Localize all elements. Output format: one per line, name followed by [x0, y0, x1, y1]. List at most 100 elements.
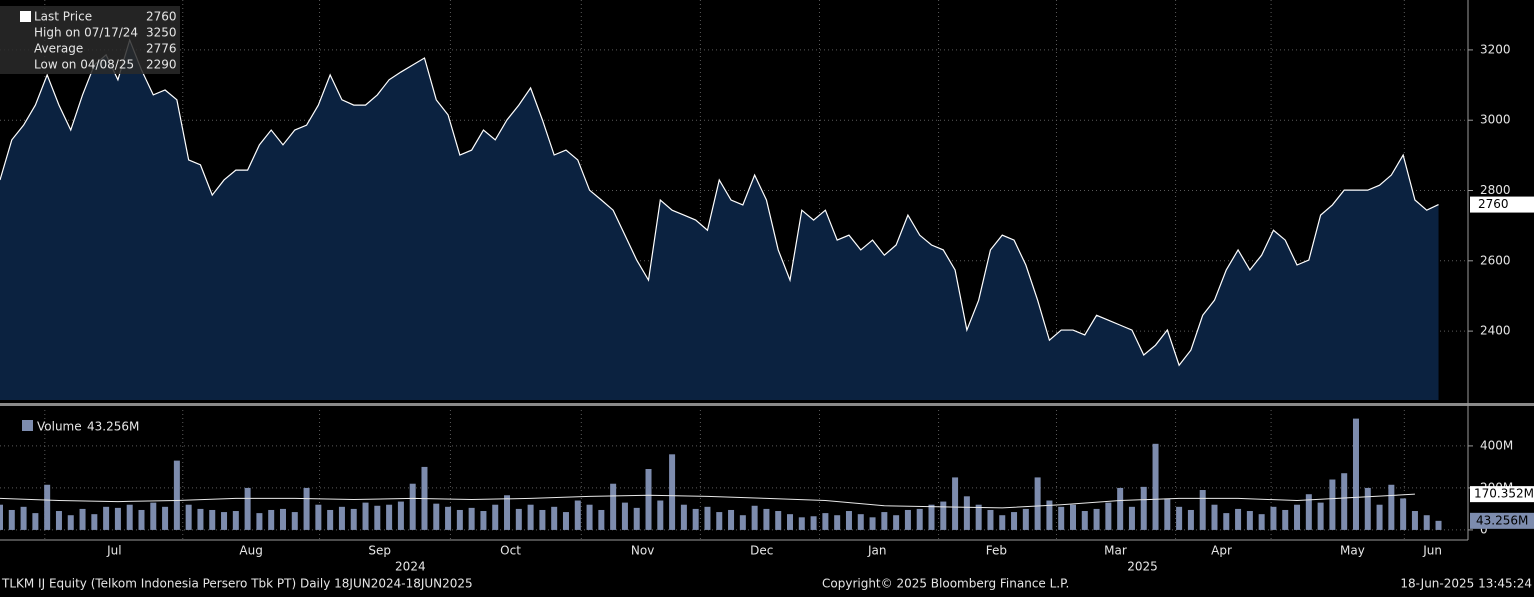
volume-bar — [1152, 443, 1159, 530]
x-tick-label: Sep — [368, 544, 391, 558]
volume-bar — [44, 484, 51, 530]
x-tick-label: Nov — [631, 544, 654, 558]
volume-bar — [515, 508, 522, 530]
volume-bar — [79, 508, 86, 530]
volume-bar — [610, 483, 617, 530]
volume-bar — [504, 495, 511, 530]
volume-bar — [173, 460, 180, 530]
volume-bar — [397, 501, 404, 530]
volume-bar — [633, 507, 640, 530]
volume-bar — [1081, 511, 1088, 530]
volume-bar — [185, 504, 192, 530]
volume-tag-box — [1470, 512, 1534, 529]
volume-bar — [1423, 515, 1430, 530]
volume-bar — [845, 511, 852, 530]
average-tag: 170.352M — [1474, 487, 1534, 501]
legend-label: Low on 04/08/25 — [34, 58, 134, 72]
volume-bar — [1046, 500, 1053, 530]
volume-bar — [150, 502, 157, 530]
y-tick-label: 2400 — [1480, 324, 1511, 338]
volume-bar — [562, 512, 569, 530]
y-tick-label: 400M — [1480, 438, 1513, 452]
volume-bar — [162, 506, 169, 530]
volume-bar — [669, 454, 676, 530]
volume-bar — [1317, 502, 1324, 530]
average-tag-box — [1470, 486, 1534, 503]
volume-bar — [1388, 484, 1395, 530]
volume-bar — [1187, 509, 1194, 530]
volume-bar — [232, 511, 239, 530]
volume-bar — [810, 516, 817, 530]
volume-bar — [1270, 506, 1277, 530]
volume-bar — [55, 511, 62, 530]
volume-bar — [551, 506, 558, 530]
volume-bar — [716, 512, 723, 530]
volume-bar — [763, 508, 770, 530]
volume-bar — [787, 514, 794, 530]
legend-label: High on 07/17/24 — [34, 26, 138, 40]
volume-bar — [103, 506, 110, 530]
volume-bar — [527, 504, 534, 530]
x-tick-label: Dec — [750, 544, 773, 558]
volume-bar — [456, 509, 463, 530]
volume-bar — [468, 507, 475, 530]
volume-bar — [32, 513, 39, 530]
volume-bar — [539, 509, 546, 530]
x-tick-label: Mar — [1104, 544, 1127, 558]
volume-bar — [574, 500, 581, 530]
volume-bar — [904, 509, 911, 530]
x-tick-label: Jun — [1422, 544, 1442, 558]
volume-bar — [1341, 473, 1348, 530]
volume-bar — [445, 506, 452, 530]
legend-swatch — [20, 11, 31, 22]
volume-bar — [893, 515, 900, 530]
volume-tag: 43.256M — [1476, 513, 1528, 527]
volume-bar — [1022, 508, 1029, 530]
volume-bar — [1199, 490, 1206, 530]
volume-bar — [1411, 511, 1418, 530]
volume-bar — [433, 503, 440, 530]
price-tag: 2760 — [1478, 197, 1509, 211]
volume-bar — [409, 483, 416, 530]
volume-bar — [338, 506, 345, 530]
volume-bar — [728, 509, 735, 530]
volume-bar — [1176, 506, 1183, 530]
legend-value: 43.256M — [87, 420, 139, 434]
volume-bar — [940, 501, 947, 530]
volume-bar — [798, 517, 805, 530]
legend-value: 3250 — [146, 26, 177, 40]
volume-bar — [374, 505, 381, 530]
volume-bar — [1376, 504, 1383, 530]
volume-bar — [1364, 487, 1371, 530]
volume-bar — [834, 515, 841, 530]
volume-bar — [1352, 418, 1359, 530]
x-tick-label: Jan — [867, 544, 887, 558]
legend-value: 2760 — [146, 10, 177, 24]
volume-bar — [8, 509, 15, 530]
volume-bar — [975, 504, 982, 530]
volume-bar — [268, 509, 275, 530]
y-tick-label: 2800 — [1480, 183, 1511, 197]
y-tick-label: 2600 — [1480, 253, 1511, 267]
volume-bar — [775, 511, 782, 530]
volume-bar — [1282, 509, 1289, 530]
volume-bar — [1034, 477, 1041, 530]
volume-bar — [1211, 504, 1218, 530]
price-line — [0, 38, 1439, 367]
volume-bar — [197, 508, 204, 530]
x-tick-label: Feb — [986, 544, 1007, 558]
volume-bar — [1128, 506, 1135, 530]
volume-bar — [1258, 514, 1265, 530]
price-legend: Last Price 2760 High on 07/17/24 3250 Av… — [0, 6, 180, 74]
x-tick-label: Jul — [106, 544, 121, 558]
volume-bar — [1400, 498, 1407, 530]
volume-bar — [952, 477, 959, 530]
legend-value: 2290 — [146, 58, 177, 72]
volume-bar — [327, 509, 334, 530]
volume-bar — [480, 511, 487, 530]
volume-average-line — [0, 493, 1415, 509]
volume-bar — [291, 512, 298, 530]
volume-bar — [692, 508, 699, 530]
volume-bar — [657, 500, 664, 530]
